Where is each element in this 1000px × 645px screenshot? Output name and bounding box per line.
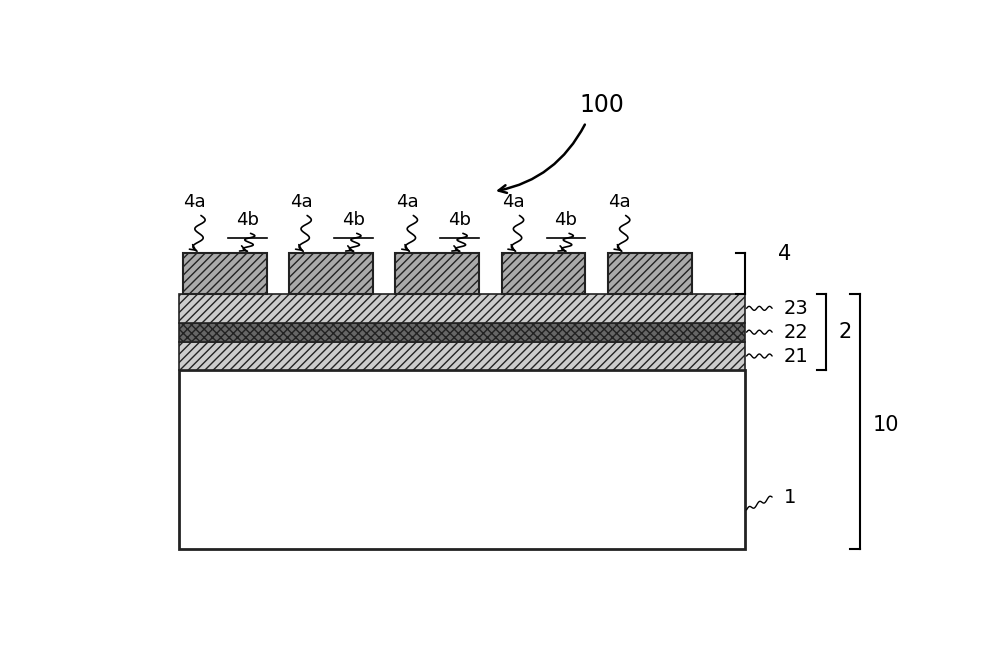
Text: 4a: 4a [502,194,525,212]
Text: 4a: 4a [396,194,418,212]
Text: 1: 1 [784,488,796,506]
Text: 4b: 4b [554,211,577,229]
Bar [179,370,745,550]
Text: 23: 23 [784,299,808,318]
Bar [179,342,745,370]
Bar [395,253,479,294]
Bar [179,294,745,322]
Text: 4b: 4b [448,211,471,229]
Bar [183,253,267,294]
Text: 4a: 4a [608,194,631,212]
Text: 22: 22 [784,322,808,342]
Text: 100: 100 [579,93,624,117]
Text: 2: 2 [838,322,851,342]
Bar [289,253,373,294]
Text: 4b: 4b [342,211,365,229]
Bar [502,253,585,294]
Text: 4: 4 [778,244,791,264]
Text: 10: 10 [873,415,899,435]
Text: 4a: 4a [290,194,312,212]
Text: 4a: 4a [183,194,206,212]
Bar [608,253,692,294]
Bar [179,322,745,342]
Text: 21: 21 [784,346,808,366]
Text: 4b: 4b [236,211,259,229]
